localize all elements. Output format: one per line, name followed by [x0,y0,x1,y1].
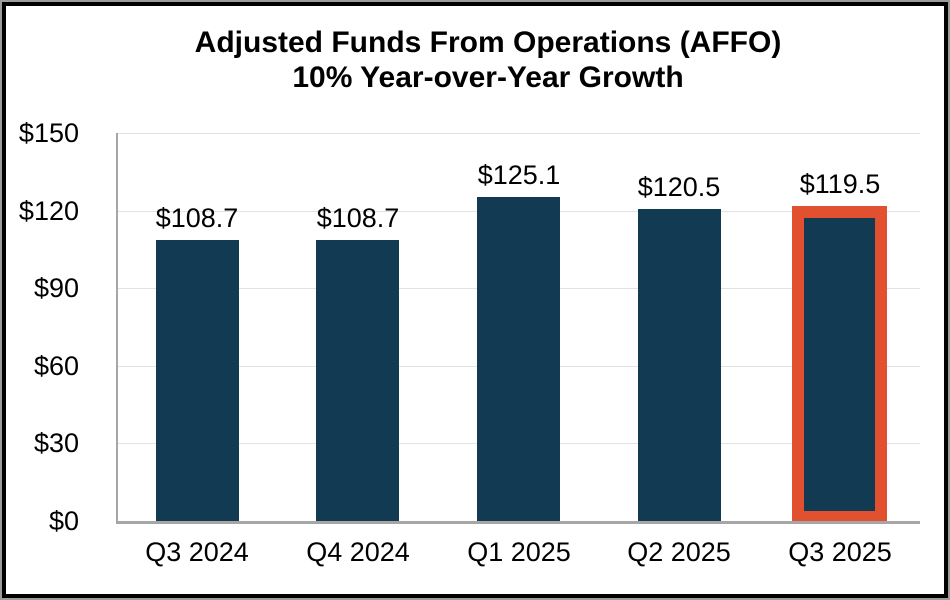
y-axis-tick-label: $60 [33,351,79,381]
y-axis-line [116,133,118,523]
bar-value-label: $120.5 [637,172,721,202]
bar-value-label: $119.5 [799,169,881,199]
chart-title-block: Adjusted Funds From Operations (AFFO) 10… [26,25,950,95]
x-axis-tick-label: Q2 2025 [627,537,731,567]
bar-q2-2025 [638,209,721,522]
y-axis-tick-label: $120 [18,196,79,226]
bar-value-label: $108.7 [316,203,400,233]
y-axis-tick-label: $30 [33,428,79,458]
x-axis-tick-label: Q3 2025 [788,537,892,567]
chart-title-line2: 10% Year-over-Year Growth [292,61,684,94]
bar-q3-2024 [156,240,239,522]
bar-q3-2025 [798,212,881,522]
highlight-outline [792,206,887,523]
chart-title-line1: Adjusted Funds From Operations (AFFO) [194,26,782,59]
y-axis-tick-label: $90 [33,273,79,303]
x-axis-tick-label: Q4 2024 [306,537,410,567]
bar-value-label: $125.1 [477,160,561,190]
x-axis-tick-label: Q3 2024 [145,537,249,567]
bar-q1-2025 [477,197,560,522]
y-axis-tick-label: $150 [18,118,79,148]
bar-q4-2024 [316,240,399,522]
y-axis-tick-label: $0 [48,506,79,536]
x-axis-line [116,521,920,524]
bar-value-label: $108.7 [155,203,239,233]
gridline-$150 [117,133,920,134]
x-axis-tick-label: Q1 2025 [467,537,571,567]
